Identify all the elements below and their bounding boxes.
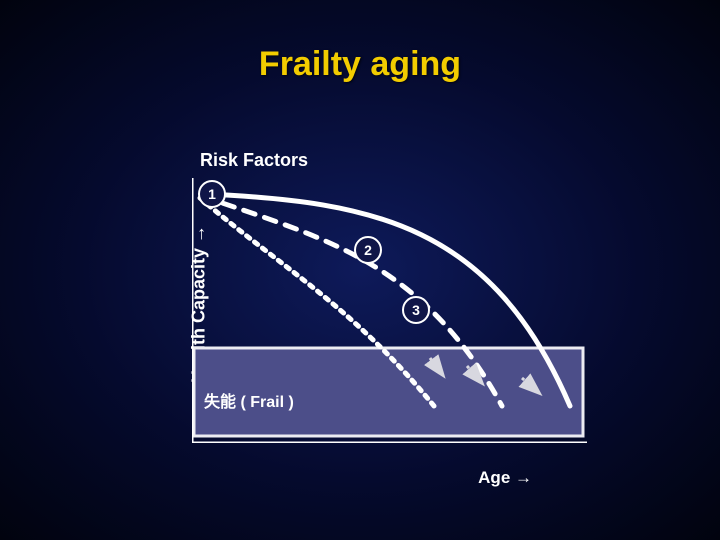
- curve-marker-1: 1: [198, 180, 226, 208]
- curve-marker-3: 3: [402, 296, 430, 324]
- chart-container: Risk Factors Health Capacity → 123 失能 ( …: [130, 150, 590, 470]
- slide-title: Frailty aging: [0, 45, 720, 84]
- risk-factors-label: Risk Factors: [200, 150, 308, 171]
- x-axis-label: Age →: [478, 468, 532, 488]
- curve-marker-2: 2: [354, 236, 382, 264]
- chart-plot: 1 2 3 失能 ( Frail ): [192, 178, 587, 443]
- frail-zone-label: 失能 ( Frail ): [204, 388, 294, 412]
